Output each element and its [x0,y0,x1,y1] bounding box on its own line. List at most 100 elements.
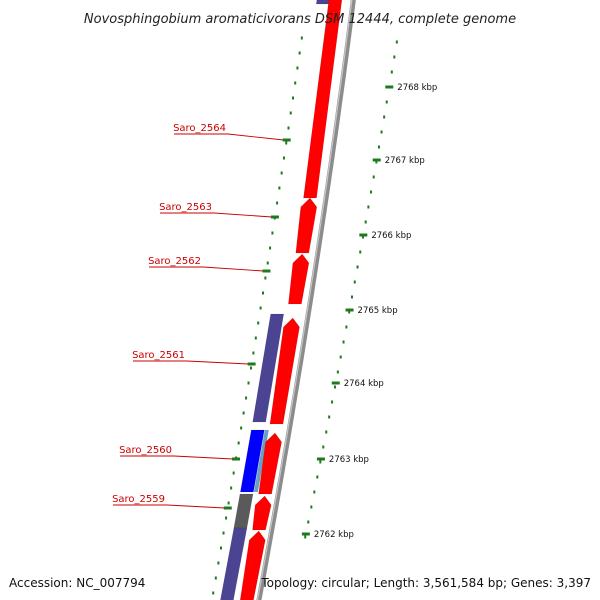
kbp-scale: 2768 kbp 2767 kbp 2766 kbp 2765 kbp 2764 kbp… [301,83,437,540]
forward-gene-block [288,253,310,305]
map-title: Novosphingobium aromaticivorans DSM 1244… [84,12,516,27]
scale-tick-label: 2767 kbp [385,156,425,166]
ruler-dot-inner [289,111,292,115]
ruler-dot-inner [242,411,245,415]
ruler-dot-outer [316,475,319,479]
ruler-dot-inner [225,516,228,520]
accession-text: Accession: NC_007794 [9,576,145,590]
scale-tick-mark [372,158,381,162]
reverse-gene-block-gray [233,493,254,529]
gene-leader-line [186,360,249,365]
ruler-dot-outer [375,160,378,164]
reverse-gene-block-blue [240,429,265,493]
ruler-dot-outer [304,535,307,539]
scale-tick-mark [316,457,325,461]
gene-label: Saro_2564 [173,123,226,134]
ruler-dot-inner [287,126,290,130]
ruler-dot-inner [278,186,281,190]
ruler-dot-inner [257,321,260,325]
ruler-dot-inner [232,471,235,475]
ruler-dot-outer [307,520,310,524]
ruler-dot-outer [325,430,328,434]
ruler-dot-outer [342,340,345,344]
ruler-dot-outer [377,145,380,149]
ruler-dot-outer [333,385,336,389]
backbone-line [256,0,356,600]
gene-leader-line [166,504,225,509]
ruler-dot-outer [339,355,342,359]
ruler-dot-inner [240,426,243,430]
forward-gene-block [269,317,300,425]
ruler-dot-inner [249,366,252,370]
gene-leader-line [213,212,272,218]
reverse-gene-strip [253,430,269,492]
gene-label: Saro_2561 [132,350,185,361]
ruler-dot-inner [219,546,222,550]
scale-tick-label: 2766 kbp [371,231,411,241]
gene-leader-line [227,133,284,141]
gene-leader-line [173,455,234,460]
gene-tick-mark [231,457,240,461]
scale-tick-mark [385,85,394,89]
ruler-dot-inner [247,381,250,385]
ruler-dot-inner [222,531,225,535]
ruler-dot-inner [264,276,267,280]
ruler-dot-inner [291,96,294,100]
reverse-gene-block [252,313,285,423]
scale-tick-mark [345,308,354,312]
reverse-gene-block [220,527,248,600]
scale-tick-label: 2768 kbp [397,83,437,93]
ruler-dot-outer [380,130,383,134]
scale-tick-label: 2762 kbp [314,530,354,540]
gene-tick-mark [262,269,271,273]
forward-gene-block [252,495,272,531]
ruler-dot-inner [217,561,220,565]
genome-summary: Topology: circular; Length: 3,561,584 bp… [260,576,591,590]
genome-backbone [256,0,356,600]
forward-gene-block [258,432,282,495]
ruler-dot-outer [350,295,353,299]
ruler-dot-inner [259,306,262,310]
ruler-dot-inner [254,336,257,340]
scale-tick-label: 2764 kbp [344,379,384,389]
ruler-dot-inner [252,351,255,355]
scale-tick-mark [359,233,368,237]
gene-leader-line [202,266,264,272]
ruler-dot-inner [245,396,248,400]
ruler-dot-outer [345,325,348,329]
scale-tick-mark [301,532,310,536]
ruler-dot-inner [266,261,269,265]
ruler-dot-inner [285,141,288,145]
gene-label: Saro_2560 [119,445,172,456]
ruler-dot-inner [282,156,285,160]
forward-gene-block [303,0,343,199]
ruler-dot-outer [348,310,351,314]
gene-tick-mark [223,506,232,510]
ruler-dot-outer [383,115,386,119]
ruler-dot-inner [298,51,301,55]
scale-tick-mark [331,381,340,385]
forward-gene-block [239,530,266,600]
ruler-dot-outer [395,40,398,44]
ruler-dot-outer [353,280,356,284]
ruler-dot-outer [313,490,316,494]
ruler-dot-outer [364,220,367,224]
backbone-highlight [256,0,353,600]
ruler-dot-inner [262,291,265,295]
ruler-dot-outer [319,460,322,464]
ruler-dot-outer [370,190,373,194]
ruler-dot-outer [331,400,334,404]
ruler-dot-outer [322,445,325,449]
ruler-dot-inner [280,171,283,175]
ruler-dot-outer [372,175,375,179]
ruler-dot-outer [356,265,359,269]
gene-tick-mark [270,215,279,219]
forward-gene-block [295,197,318,254]
ruler-dot-inner [276,201,279,205]
ruler-dot-inner [294,81,297,85]
gene-tick-mark [247,362,256,366]
ruler-dot-inner [212,591,215,595]
ruler-dot-outer [328,415,331,419]
gene-label: Saro_2559 [112,494,165,505]
